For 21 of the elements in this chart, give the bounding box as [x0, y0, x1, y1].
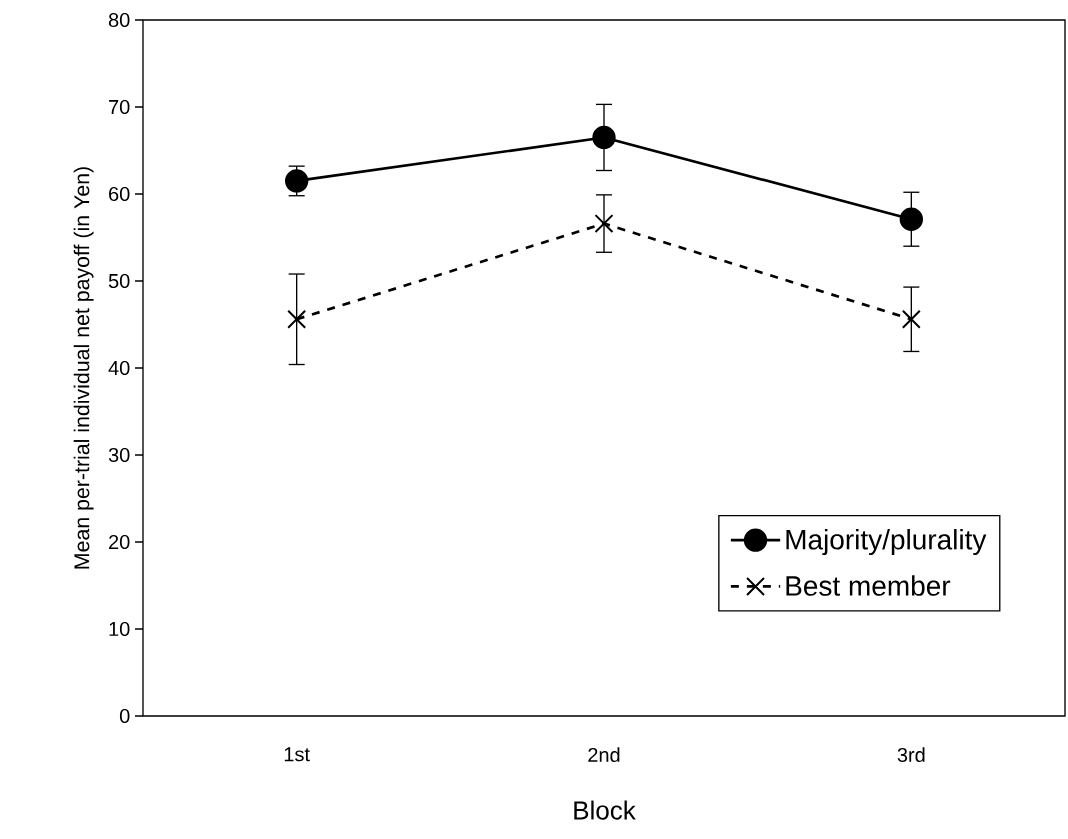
- y-tick-label: 20: [109, 534, 130, 550]
- point: [594, 214, 614, 234]
- point: [287, 309, 307, 329]
- x-axis-title: Block: [574, 800, 636, 820]
- legend-label: Majority/plurality: [786, 529, 987, 556]
- point: [592, 125, 616, 150]
- y-tick-label: 50: [108, 273, 130, 289]
- point: [901, 309, 921, 329]
- legend-label: Best member: [786, 575, 951, 596]
- x-tick-label: 3rd: [897, 747, 925, 763]
- y-tick-label: 0: [119, 708, 130, 724]
- x-tick-label: 1st: [284, 747, 310, 762]
- y-tick-label: 30: [108, 447, 130, 463]
- point: [899, 207, 923, 231]
- y-tick-label: 60: [109, 186, 130, 202]
- y-tick-label: 80: [108, 12, 130, 28]
- y-axis-title: Mean per-trial individual net payoff (in Yen): [73, 167, 94, 569]
- y-tick-label: 70: [109, 99, 130, 115]
- x-tick-label: 2nd: [588, 747, 620, 763]
- y-tick-label: 10: [109, 621, 130, 637]
- y-tick-label: 40: [108, 360, 130, 376]
